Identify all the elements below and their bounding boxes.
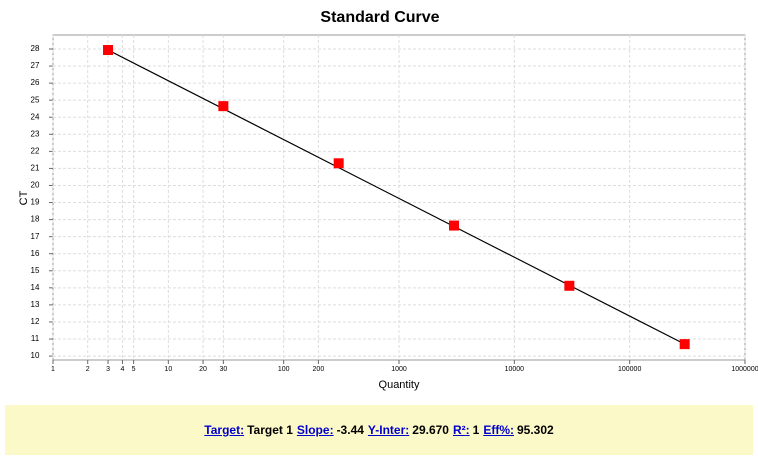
y-tick-label: 23: [31, 129, 40, 138]
footer-value: 95.302: [517, 423, 554, 437]
footer-value: 1: [472, 423, 480, 437]
y-tick-label: 10: [31, 351, 40, 360]
x-tick-label: 20: [199, 366, 207, 373]
data-point: [103, 45, 114, 56]
y-tick-label: 25: [31, 95, 40, 104]
chart-title: Standard Curve: [320, 9, 439, 26]
x-tick-label: 100: [278, 366, 290, 373]
footer-link[interactable]: Eff%: [483, 423, 514, 437]
x-tick-label: 5: [132, 366, 136, 373]
footer-item: TargetTarget 1: [204, 423, 293, 437]
y-tick-label: 28: [31, 44, 40, 53]
y-tick-label: 17: [31, 232, 40, 241]
x-tick-label: 10: [164, 366, 172, 373]
x-tick-label: 1000000: [731, 366, 758, 373]
footer-item: Slope-3.44: [297, 423, 364, 437]
y-tick-label: 15: [31, 266, 40, 275]
y-tick-label: 22: [31, 146, 40, 155]
x-tick-label: 30: [219, 366, 227, 373]
y-tick-label: 19: [31, 198, 40, 207]
y-tick-label: 13: [31, 300, 40, 309]
footer: TargetTarget 1 Slope-3.44 Y-Inter29.670 R²1…: [5, 405, 753, 455]
data-point: [449, 220, 460, 231]
x-tick-label: 4: [120, 366, 124, 373]
y-tick-label: 20: [31, 181, 40, 190]
y-tick-label: 16: [31, 249, 40, 258]
footer-value: -3.44: [336, 423, 364, 437]
footer-link[interactable]: Y-Inter: [368, 423, 409, 437]
x-tick-label: 2: [86, 366, 90, 373]
y-tick-label: 27: [31, 61, 40, 70]
data-point: [333, 158, 344, 169]
x-tick-label: 1000: [391, 366, 407, 373]
x-axis-label: Quantity: [379, 379, 420, 391]
footer-item: Y-Inter29.670: [368, 423, 449, 437]
y-tick-label: 11: [31, 334, 40, 343]
data-point: [218, 101, 229, 112]
footer-link[interactable]: Target: [204, 423, 244, 437]
x-tick-label: 3: [106, 366, 110, 373]
y-tick-label: 21: [31, 164, 40, 173]
data-point: [679, 339, 690, 350]
footer-value: 29.670: [412, 423, 449, 437]
y-axis-label: CT: [18, 190, 30, 205]
footer-link[interactable]: R²: [453, 423, 470, 437]
footer-item: Eff%95.302: [483, 423, 553, 437]
x-tick-label: 10000: [505, 366, 525, 373]
footer-link[interactable]: Slope: [297, 423, 334, 437]
chart: Standard Curve Quantity CT 1011121314151…: [18, 9, 758, 391]
data-point: [564, 280, 575, 291]
y-tick-label: 12: [31, 317, 40, 326]
fit-line: [107, 49, 685, 345]
x-tick-label: 200: [313, 366, 325, 373]
y-tick-label: 14: [31, 283, 40, 292]
y-tick-label: 24: [31, 112, 40, 121]
footer-value: Target 1: [247, 423, 293, 437]
y-tick-label: 18: [31, 215, 40, 224]
x-tick-label: 100000: [618, 366, 641, 373]
x-tick-label: 1: [51, 366, 55, 373]
footer-item: R²1: [453, 423, 479, 437]
y-tick-label: 26: [31, 78, 40, 87]
